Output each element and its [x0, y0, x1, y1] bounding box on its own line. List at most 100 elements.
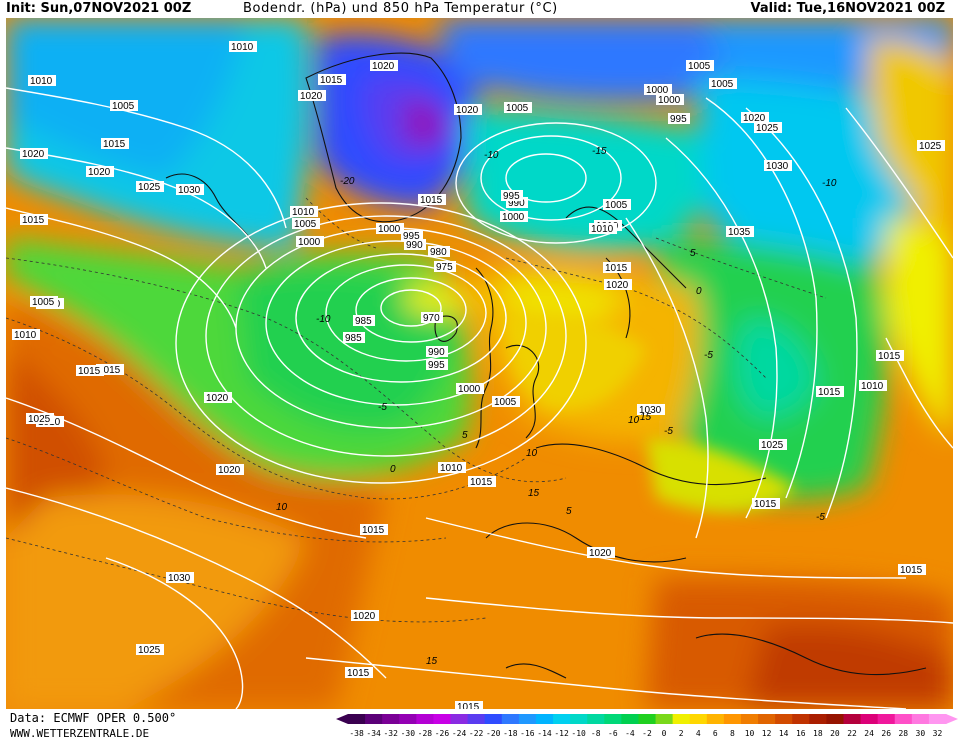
- scale-swatch: [433, 714, 452, 724]
- isobar-label: 1020: [454, 104, 482, 116]
- scale-tick-label: -10: [571, 729, 586, 738]
- scale-tick-label: -6: [608, 729, 618, 738]
- scale-swatch: [894, 714, 913, 724]
- scale-swatch: [365, 714, 383, 724]
- isobar-label: 1030: [764, 160, 792, 172]
- scale-tick-label: -20: [486, 729, 501, 738]
- isobar-value: 1010: [231, 42, 254, 53]
- website-url: WWW.WETTERZENTRALE.DE: [10, 727, 150, 740]
- isobar-label: 1020: [86, 166, 114, 178]
- scale-swatch: [450, 714, 469, 724]
- isobar-value: 995: [428, 360, 445, 371]
- isobar-value: 1005: [32, 297, 55, 308]
- temperature-contour-label: 15: [640, 412, 652, 423]
- scale-tick-label: 30: [916, 729, 926, 738]
- isobar-value: 1015: [878, 351, 901, 362]
- scale-swatch: [467, 714, 486, 724]
- isobar-value: 1015: [754, 499, 777, 510]
- scale-swatch: [518, 714, 537, 724]
- isobar-label: 1025: [136, 181, 164, 193]
- isobar-label: 1035: [726, 226, 754, 238]
- scale-swatch: [775, 714, 793, 724]
- isobar-label: 1005: [686, 60, 714, 72]
- isobar-value: 1005: [294, 219, 317, 230]
- isobar-label: 1020: [20, 148, 48, 160]
- isobar-value: 1010: [14, 330, 37, 341]
- isobar-label: 1030: [176, 184, 204, 196]
- scale-swatch: [416, 714, 434, 724]
- scale-swatch: [860, 714, 879, 724]
- scale-tick-label: -28: [418, 729, 433, 738]
- temperature-contour-label: 15: [426, 656, 438, 667]
- scale-tick-label: 20: [830, 729, 840, 738]
- isobar-label: 1015: [455, 701, 483, 709]
- temperature-contour-label: -20: [340, 176, 355, 187]
- isobar-label: 1020: [204, 392, 232, 404]
- temperature-contour-label: -5: [664, 426, 673, 437]
- isobar-value: 1025: [138, 645, 161, 656]
- data-source: Data: ECMWF OPER 0.500°: [10, 711, 177, 725]
- isobar-label: 1010: [589, 223, 617, 235]
- temperature-contour-label: 10: [628, 415, 640, 426]
- isobar-label: 1020: [370, 60, 398, 72]
- isobar-label: 1015: [76, 365, 104, 377]
- temperature-contour-label: -10: [484, 150, 499, 161]
- scale-tick-label: -12: [554, 729, 569, 738]
- scale-swatch: [672, 714, 691, 724]
- isobar-label: 990: [506, 197, 528, 209]
- isobar-value: 1005: [494, 397, 517, 408]
- isobar-value: 975: [436, 262, 453, 273]
- isobar-value: 1020: [353, 611, 376, 622]
- isobar-label: 980: [428, 246, 450, 258]
- isobar-label: 1015: [360, 524, 388, 536]
- scale-swatch: [535, 714, 554, 724]
- isobar-label: 985: [353, 315, 375, 327]
- isobar-label: 1025: [136, 644, 164, 656]
- isobar-label: 1010: [12, 329, 40, 341]
- scale-tick-label: 12: [762, 729, 772, 738]
- isobar-value: 1000: [502, 212, 525, 223]
- isobar-label: 970: [421, 312, 443, 324]
- isobar-value: 1015: [470, 477, 493, 488]
- isobar-value: 1025: [28, 414, 51, 425]
- temperature-color-scale: -38 -34 -32 -30 -28 -26 -24 -22 -20 -18 -16 -14 -12-…: [336, 714, 958, 738]
- isobar-label: 1000: [296, 236, 324, 248]
- isobar-value: 970: [423, 313, 440, 324]
- isobar-label: 1015: [816, 386, 844, 398]
- scale-swatch: [740, 714, 759, 724]
- isobar-label: 1015: [418, 194, 446, 206]
- isobar-value: 1015: [320, 75, 343, 86]
- isobar-label: 1010: [28, 75, 56, 87]
- isobar-label: 1015: [101, 138, 129, 150]
- temperature-contours: [6, 197, 827, 623]
- isobar-label: 1010: [229, 41, 257, 53]
- isobar-value: 1015: [347, 668, 370, 679]
- isobar-label: 1000: [456, 383, 484, 395]
- scale-tick-label: -8: [591, 729, 601, 738]
- isobar-value: 1025: [761, 440, 784, 451]
- isobar-label: 1015: [752, 498, 780, 510]
- scale-tick-label: -26: [435, 729, 450, 738]
- isobar-value: 1020: [743, 113, 766, 124]
- scale-swatch: [809, 714, 827, 724]
- scale-tick-label: -38: [349, 729, 364, 738]
- temperature-contour-label: 5: [566, 506, 572, 517]
- isobar-label: 1005: [504, 102, 532, 114]
- isobar-value: 1030: [766, 161, 789, 172]
- scale-tick-label: -22: [469, 729, 484, 738]
- isobar-value: 1005: [506, 103, 529, 114]
- isobar-value: 1030: [639, 405, 662, 416]
- isobar-label: 975: [434, 261, 456, 273]
- isobar-label: 1005: [292, 218, 320, 230]
- scale-swatch: [706, 714, 725, 724]
- isobar-value: 990: [428, 347, 445, 358]
- isobar-value: 1030: [168, 573, 191, 584]
- isobar-value: 1020: [206, 393, 229, 404]
- isobar-value: 1010: [30, 76, 53, 87]
- scale-swatch: [604, 714, 622, 724]
- isobar-label: 1010: [290, 206, 318, 218]
- isobar-value: 1010: [591, 224, 614, 235]
